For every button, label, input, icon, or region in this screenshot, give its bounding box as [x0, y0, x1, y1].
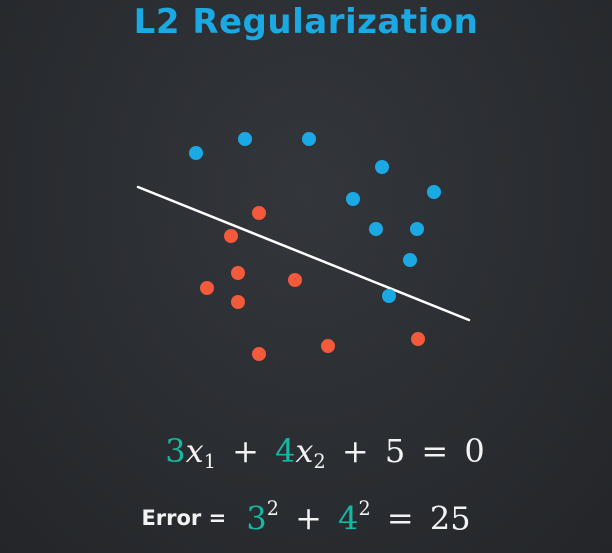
- red-point: [231, 266, 245, 280]
- plus-operator-1: +: [232, 432, 259, 470]
- coefficient-1: 3: [165, 432, 186, 470]
- decision-boundary-line: [136, 185, 471, 322]
- error-result: 25: [429, 499, 471, 538]
- error-exponent-1: 2: [266, 497, 279, 520]
- blue-points-group: [189, 132, 441, 303]
- equals-sign: =: [421, 432, 449, 470]
- error-exponent-2: 2: [358, 497, 371, 520]
- blue-point: [302, 132, 316, 146]
- blue-point: [427, 185, 441, 199]
- blue-point: [410, 222, 424, 236]
- error-equation: Error = 32 + 42 = 25: [0, 497, 612, 537]
- blue-point: [189, 146, 203, 160]
- variable-x1: x: [185, 432, 204, 470]
- blue-point: [369, 222, 383, 236]
- error-base-1: 3: [246, 499, 267, 538]
- error-plus-operator: +: [295, 499, 322, 538]
- subscript-1: 1: [203, 449, 216, 473]
- red-point: [321, 339, 335, 353]
- blue-point: [346, 192, 360, 206]
- page-title: L2 Regularization: [133, 2, 479, 42]
- subscript-2: 2: [313, 449, 326, 473]
- error-base-2: 4: [338, 499, 359, 538]
- line-equation: 3x1 + 4x2 + 5 = 0: [0, 432, 612, 473]
- scatter-plot: [136, 132, 471, 361]
- red-point: [411, 332, 425, 346]
- plus-operator-2: +: [341, 432, 369, 470]
- blue-point: [375, 160, 389, 174]
- red-point: [224, 229, 238, 243]
- variable-x2: x: [295, 432, 314, 470]
- red-point: [252, 206, 266, 220]
- right-hand-side: 0: [464, 432, 485, 470]
- red-points-group: [200, 206, 425, 361]
- red-point: [200, 281, 214, 295]
- error-equals-sign: =: [386, 499, 414, 538]
- error-label: Error =: [141, 506, 227, 531]
- blue-point: [382, 289, 396, 303]
- red-point: [288, 273, 302, 287]
- red-point: [231, 295, 245, 309]
- blue-point: [403, 253, 417, 267]
- constant-term: 5: [384, 432, 406, 470]
- blue-point: [238, 132, 252, 146]
- coefficient-2: 4: [275, 432, 296, 470]
- red-point: [252, 347, 266, 361]
